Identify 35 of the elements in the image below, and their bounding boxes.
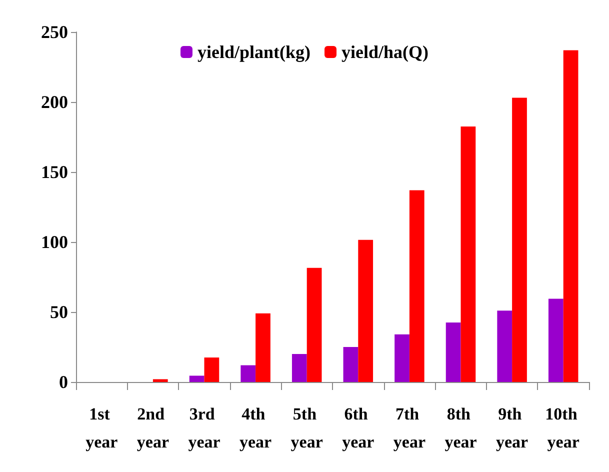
bar xyxy=(563,50,578,382)
bar xyxy=(343,347,358,382)
bar xyxy=(189,376,204,382)
bar xyxy=(256,313,270,382)
y-tick-label: 150 xyxy=(41,162,68,182)
bar xyxy=(240,365,256,382)
x-tick-label: 9th year xyxy=(496,404,529,452)
x-tick-label: 2nd year xyxy=(136,404,170,452)
legend-label: yield/ha(Q) xyxy=(342,42,429,62)
bar xyxy=(292,354,307,382)
bar xyxy=(409,190,424,382)
bar xyxy=(512,98,527,382)
x-tick-label: 4th year xyxy=(240,404,272,452)
bar xyxy=(358,240,374,382)
bar xyxy=(306,268,322,382)
x-tick-label: 3rd year xyxy=(188,404,221,452)
bar xyxy=(497,310,512,382)
bar xyxy=(548,298,564,382)
bar xyxy=(446,322,461,382)
bar xyxy=(204,358,220,382)
x-tick-label: 1st year xyxy=(86,404,118,452)
x-tick-label: 8th year xyxy=(444,404,478,452)
bar xyxy=(152,379,168,382)
y-tick-label: 50 xyxy=(50,302,68,322)
y-tick-label: 100 xyxy=(41,232,68,252)
legend-label: yield/plant(kg) xyxy=(197,42,311,62)
y-tick-label: 200 xyxy=(41,92,68,112)
y-tick-label: 0 xyxy=(59,372,68,392)
bar xyxy=(460,126,476,382)
x-tick-label: 5th year xyxy=(290,404,324,452)
x-tick-label: 7th year xyxy=(393,404,426,452)
bar xyxy=(394,334,410,382)
x-tick-label: 10th year xyxy=(545,404,582,452)
y-tick-label: 250 xyxy=(41,22,68,42)
x-tick-label: 6th year xyxy=(342,404,375,452)
